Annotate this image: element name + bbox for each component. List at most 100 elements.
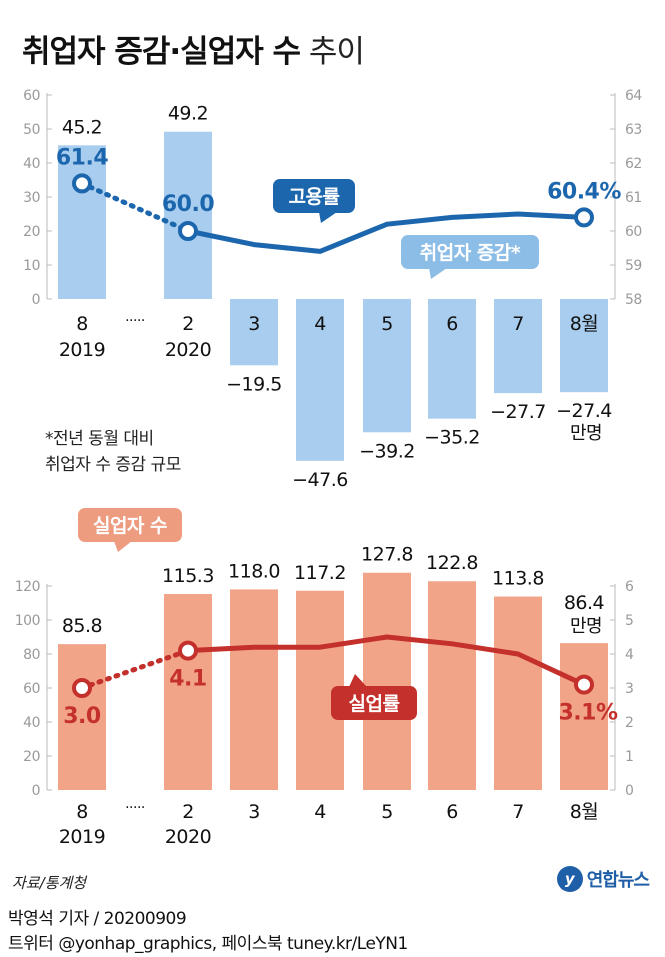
unemployed-bar-label: 117.2 — [294, 562, 346, 584]
employment-rate-pill-label: 고용률 — [289, 186, 340, 208]
unemployment-rate-pill-box — [331, 686, 417, 720]
unemployment-rate-point — [574, 674, 594, 695]
left-tick-label-2: 80 — [23, 647, 40, 663]
byline: 박영석 기자 / 20200909 — [8, 909, 187, 929]
unemployed-bar — [428, 581, 476, 790]
employment-bar — [363, 299, 411, 433]
right-tick-label: 63 — [625, 122, 642, 138]
right-tick-label: 60 — [625, 224, 642, 240]
employment-change-pill-label: 취업자 증감* — [420, 242, 521, 264]
employment-bar — [296, 299, 344, 461]
footnote-line2: 취업자 수 증감 규모 — [45, 455, 181, 475]
right-tick-label-2: 1 — [625, 749, 633, 765]
unemployed-bar-label: 85.8 — [62, 615, 102, 637]
left-tick-label: 0 — [32, 292, 40, 308]
unemployment-rate-pill-tail — [349, 674, 367, 687]
unemployed-bar — [494, 596, 542, 790]
employment-bar — [230, 299, 278, 366]
unemployed-pill-label: 실업자 수 — [93, 515, 167, 537]
x-year-label: 2020 — [165, 339, 211, 361]
right-tick-label-2: 2 — [625, 715, 633, 731]
unemployed-bar — [58, 644, 106, 790]
logo-mark-icon: y — [556, 866, 583, 892]
unemployment-rate-line — [187, 634, 586, 687]
unemployed-bar-label: 122.8 — [426, 552, 478, 574]
employment-rate-line — [187, 211, 585, 254]
unemployment-rate-label: 3.0 — [63, 704, 101, 729]
gap-marker-2: ····· — [125, 800, 145, 816]
employment-rate-point — [72, 173, 92, 194]
unemployment-rate-label: 4.1 — [169, 667, 206, 692]
employment-bar-label: −39.2 — [359, 440, 415, 462]
employment-rate-label: 60.0 — [162, 192, 214, 217]
footnote-line1: *전년 동월 대비 — [45, 429, 154, 449]
x-category-label-2: 8월 — [570, 801, 599, 823]
unemployment-rate-label: 3.1% — [558, 701, 617, 726]
employment-bar — [428, 299, 476, 419]
x-category-label-2: 6 — [446, 801, 458, 823]
right-tick-label: 62 — [625, 156, 642, 172]
employment-rate-pill-box — [273, 179, 355, 213]
x-category-label: 3 — [248, 313, 260, 335]
employment-bar — [58, 145, 106, 299]
x-category-label-2: 5 — [381, 801, 393, 823]
employment-change-pill-tail — [429, 268, 447, 279]
x-category-label-2: 8 — [76, 801, 88, 823]
left-tick-label: 50 — [23, 122, 40, 138]
x-category-label: 8 — [76, 313, 88, 335]
employment-bar-label: −35.2 — [424, 427, 480, 449]
left-tick-label-2: 40 — [23, 715, 40, 731]
left-tick-label-2: 120 — [15, 579, 40, 595]
unemployment-rate-point — [72, 678, 92, 698]
right-tick-label: 64 — [625, 88, 642, 104]
x-category-label-2: 3 — [248, 801, 260, 823]
employment-rate-point — [178, 221, 198, 241]
left-tick-label-2: 0 — [32, 783, 40, 799]
unemployed-bar — [164, 593, 212, 790]
logo-text: 연합뉴스 — [586, 870, 650, 891]
left-tick-label: 40 — [23, 156, 40, 172]
x-category-label: 7 — [512, 313, 524, 335]
left-tick-label-2: 100 — [15, 613, 40, 629]
left-tick-label: 60 — [23, 88, 40, 104]
right-tick-label-2: 5 — [625, 613, 633, 629]
employment-bar-label: −27.4 — [556, 400, 612, 422]
right-tick-label-2: 0 — [625, 783, 633, 799]
employment-rate-point — [574, 207, 594, 228]
employment-change-pill-box — [401, 235, 539, 269]
x-year-label-2: 2019 — [59, 826, 105, 848]
x-year-label: 2019 — [59, 339, 105, 361]
unemployed-bar-label: 118.0 — [228, 560, 280, 582]
unemployed-bar — [363, 572, 411, 790]
gap-marker: ····· — [125, 313, 145, 329]
x-category-label: 8월 — [570, 313, 599, 335]
x-category-label-2: 7 — [512, 801, 524, 823]
unemployed-bar-label: 115.3 — [162, 565, 214, 587]
unemployed-bar — [560, 643, 608, 790]
title-sub: 추이 — [308, 34, 365, 70]
employment-bar — [560, 299, 608, 393]
right-tick-label: 61 — [625, 190, 642, 206]
employment-rate-label: 61.4 — [56, 145, 108, 170]
left-tick-label: 20 — [23, 224, 40, 240]
title-main: 취업자 증감·실업자 수 — [22, 34, 301, 70]
unemployed-pill-box — [78, 508, 182, 542]
employment-bar-label: −47.6 — [292, 469, 348, 491]
x-category-label: 6 — [446, 313, 458, 335]
left-tick-label-2: 60 — [23, 681, 40, 697]
employment-rate-dotted-segment — [79, 180, 191, 234]
x-category-label-2: 4 — [314, 801, 326, 823]
left-tick-label: 30 — [23, 190, 40, 206]
employment-bar-label: −27.7 — [490, 401, 546, 423]
employment-bar — [494, 299, 542, 394]
unemployment-rate-pill-label: 실업률 — [349, 693, 400, 715]
page-title: 취업자 증감·실업자 수 추이 — [22, 26, 365, 71]
employment-rate-label: 60.4% — [547, 179, 621, 204]
right-tick-label-2: 6 — [625, 579, 634, 595]
right-tick-label-2: 3 — [625, 681, 633, 697]
sns-info: 트위터 @yonhap_graphics, 페이스북 tuney.kr/LeYN… — [8, 934, 408, 954]
unemployment-rate-point — [178, 640, 198, 661]
unemployed-bar-label: 86.4 — [564, 592, 605, 614]
unemployed-bar-label: 127.8 — [361, 544, 413, 566]
